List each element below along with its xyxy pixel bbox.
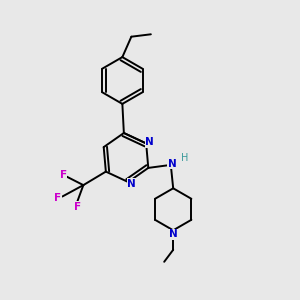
Text: N: N [128,178,136,188]
Text: N: N [169,229,178,239]
Text: N: N [168,159,177,169]
Text: F: F [60,169,67,180]
Text: N: N [146,137,154,147]
Text: F: F [54,193,61,203]
Text: H: H [181,153,188,163]
Text: F: F [74,202,81,212]
